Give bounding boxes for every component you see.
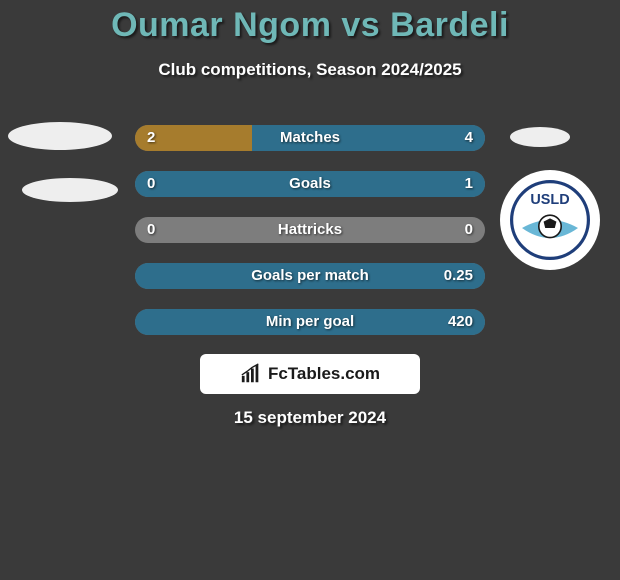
comparison-infographic: Oumar Ngom vs Bardeli Club competitions,… <box>0 0 620 580</box>
stat-bar: 01Goals <box>135 171 485 197</box>
club-badge-icon: USLD <box>510 180 590 260</box>
player-right-silhouette-top <box>510 127 570 147</box>
stat-bar: 420Min per goal <box>135 309 485 335</box>
branding-box: FcTables.com <box>200 354 420 394</box>
stat-bar: 00Hattricks <box>135 217 485 243</box>
player-left-silhouette-bottom <box>22 178 118 202</box>
stat-label: Goals <box>135 171 485 197</box>
branding-text: FcTables.com <box>268 364 380 384</box>
page-subtitle: Club competitions, Season 2024/2025 <box>0 60 620 80</box>
stat-label: Goals per match <box>135 263 485 289</box>
stat-bars: 24Matches 01Goals 00Hattricks 0.25Goals per… <box>135 125 485 355</box>
club-badge-right: USLD <box>500 170 600 270</box>
stat-bar: 24Matches <box>135 125 485 151</box>
bar-chart-icon <box>240 363 262 385</box>
generated-date: 15 september 2024 <box>0 408 620 428</box>
stat-label: Hattricks <box>135 217 485 243</box>
svg-text:USLD: USLD <box>530 192 569 208</box>
page-title: Oumar Ngom vs Bardeli <box>0 6 620 45</box>
stat-label: Matches <box>135 125 485 151</box>
player-left-silhouette-top <box>8 122 112 150</box>
stat-label: Min per goal <box>135 309 485 335</box>
stat-bar: 0.25Goals per match <box>135 263 485 289</box>
